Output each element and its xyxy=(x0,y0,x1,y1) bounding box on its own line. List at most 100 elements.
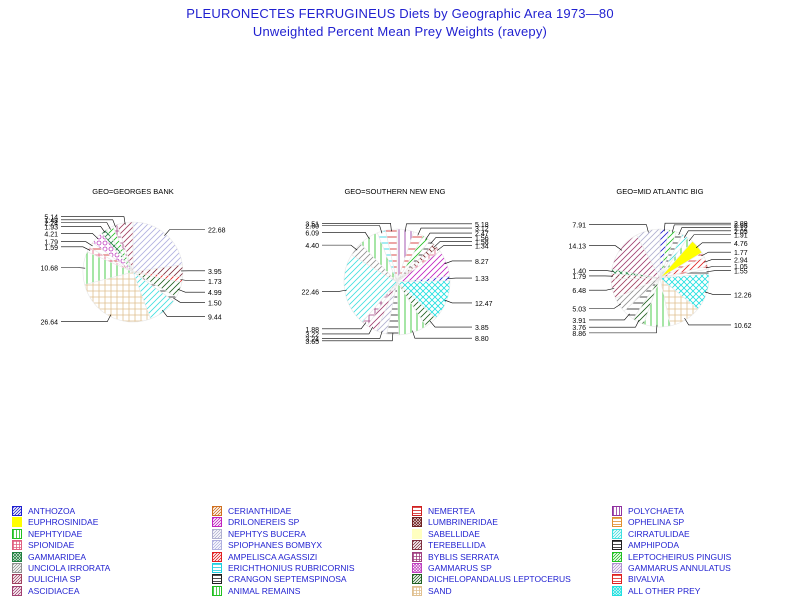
legend-swatch xyxy=(212,540,222,551)
legend-item: NEMERTEA xyxy=(412,505,475,517)
pie-leader-line xyxy=(61,216,126,225)
legend-label: ASCIDIACEA xyxy=(28,585,80,596)
legend-item: DRILONEREIS SP xyxy=(212,516,299,528)
legend-label: LUMBRINERIDAE xyxy=(428,517,498,528)
pie-value-label: 14.13 xyxy=(568,244,586,251)
pie-value-label: 2.47 xyxy=(475,231,489,238)
legend-label: TEREBELLIDA xyxy=(428,540,486,551)
pie-value-label: 4.99 xyxy=(208,290,222,297)
pie-value-label: 3.51 xyxy=(305,221,319,228)
legend-swatch xyxy=(412,517,422,528)
pie-value-label: 8.86 xyxy=(572,331,586,338)
pie-leader-line xyxy=(444,260,472,265)
legend-label: UNCIOLA IRRORATA xyxy=(28,563,111,573)
pie-value-label: 1.93 xyxy=(44,224,58,231)
legend-swatch xyxy=(212,585,222,596)
legend-item: DICHELOPANDALUS LEPTOCERUS xyxy=(412,573,571,585)
legend-label: CIRRATULIDAE xyxy=(628,528,690,539)
legend-label: SABELLIDAE xyxy=(428,528,480,539)
pie-value-label: 3.65 xyxy=(305,339,319,346)
pie-leader-line xyxy=(706,270,731,273)
legend-label: AMPELISCA AGASSIZI xyxy=(228,551,318,562)
legend-item: BIVALVIA xyxy=(612,573,665,585)
legend-item: LUMBRINERIDAE xyxy=(412,516,498,528)
legend-item: BYBLIS SERRATA xyxy=(412,551,499,563)
legend-swatch xyxy=(412,506,422,516)
pie-leader-line xyxy=(322,330,383,339)
legend-label: ALL OTHER PREY xyxy=(628,585,701,596)
legend-label: SPIONIDAE xyxy=(28,540,75,551)
pie-value-label: 12.47 xyxy=(475,301,493,308)
pie-value-label: 1.59 xyxy=(44,245,58,252)
legend-label: DULICHIA SP xyxy=(28,574,81,585)
pie-leader-line xyxy=(678,227,731,236)
legend-label: ERICHTHONIUS RUBRICORNIS xyxy=(228,563,355,573)
legend-item: CIRRATULIDAE xyxy=(612,528,690,540)
legend-swatch xyxy=(12,551,22,562)
pie-value-label: 3.76 xyxy=(572,325,586,332)
pie-value-label: 1.55 xyxy=(734,269,748,276)
pie-value-label: 4.40 xyxy=(305,243,319,250)
pie-leader-line xyxy=(425,232,472,240)
legend-swatch xyxy=(12,585,22,596)
legend-item: NEPHTYIDAE xyxy=(12,528,82,540)
pie-leader-line xyxy=(180,279,205,282)
legend-swatch xyxy=(212,506,222,516)
pie-value-label: 1.05 xyxy=(734,264,748,271)
legend-label: ANTHOZOA xyxy=(28,506,76,516)
pie-value-label: 1.50 xyxy=(208,300,222,307)
pie-leader-line xyxy=(589,303,621,309)
pie-value-label: 1.73 xyxy=(208,279,222,286)
pie-leader-line xyxy=(61,219,116,228)
pie-leader-line xyxy=(589,319,640,328)
legend-item: ANTHOZOA xyxy=(12,505,75,517)
legend-item: EUPHROSINIDAE xyxy=(12,516,98,528)
legend-item: SPIOPHANES BOMBYX xyxy=(212,539,322,551)
pie-value-label: 1.79 xyxy=(44,240,58,247)
pie-leader-line xyxy=(61,241,93,247)
legend-swatch xyxy=(12,517,22,528)
pie-leader-line xyxy=(663,222,731,232)
pie-value-label: 3.85 xyxy=(475,325,489,332)
pie-value-label: 3.91 xyxy=(572,318,586,325)
legend-swatch xyxy=(612,551,622,562)
legend-item: AMPHIPODA xyxy=(612,539,679,551)
pie-value-label: 1.58 xyxy=(475,240,489,247)
legend-item: ANIMAL REMAINS xyxy=(212,585,300,597)
pie-value-label: 2.24 xyxy=(44,220,58,227)
pie-leader-line xyxy=(61,222,111,230)
pie-leader-line xyxy=(404,223,472,232)
pie-value-label: 5.14 xyxy=(44,215,58,222)
pie-value-label: 9.44 xyxy=(208,314,222,321)
pie-value-label: 3.24 xyxy=(305,336,319,343)
legend-swatch xyxy=(412,528,422,539)
pie-leader-line xyxy=(704,291,731,295)
legend-swatch xyxy=(12,528,22,539)
legend-swatch xyxy=(412,585,422,596)
pie-leader-line xyxy=(412,330,472,339)
legend-swatch xyxy=(212,574,222,585)
pie-leader-line xyxy=(589,313,630,321)
legend-swatch xyxy=(612,585,622,596)
legend-swatch xyxy=(12,540,22,551)
pie-leader-line xyxy=(322,322,367,330)
legend-item: POLYCHAETA xyxy=(612,505,684,517)
pie-value-label: 22.46 xyxy=(301,289,319,296)
pie-value-label: 8.27 xyxy=(475,259,489,266)
legend-item: SAND xyxy=(412,585,452,597)
legend-label: POLYCHAETA xyxy=(628,506,684,516)
legend-label: NEPHTYIDAE xyxy=(28,528,83,539)
pie-leader-line xyxy=(589,324,658,334)
pie-leader-line xyxy=(61,314,112,323)
legend-label: DICHELOPANDALUS LEPTOCERUS xyxy=(428,574,571,585)
pie-leader-line xyxy=(177,288,205,293)
legend-label: BIVALVIA xyxy=(628,574,665,585)
legend-swatch xyxy=(412,540,422,551)
legend-swatch xyxy=(212,551,222,562)
legend-swatch xyxy=(612,506,622,516)
legend-swatch xyxy=(212,528,222,539)
pie-leader-line xyxy=(162,309,205,317)
legend-item: NEPHTYS BUCERA xyxy=(212,528,306,540)
legend-swatch xyxy=(412,563,422,573)
pie-leader-line xyxy=(447,277,472,279)
